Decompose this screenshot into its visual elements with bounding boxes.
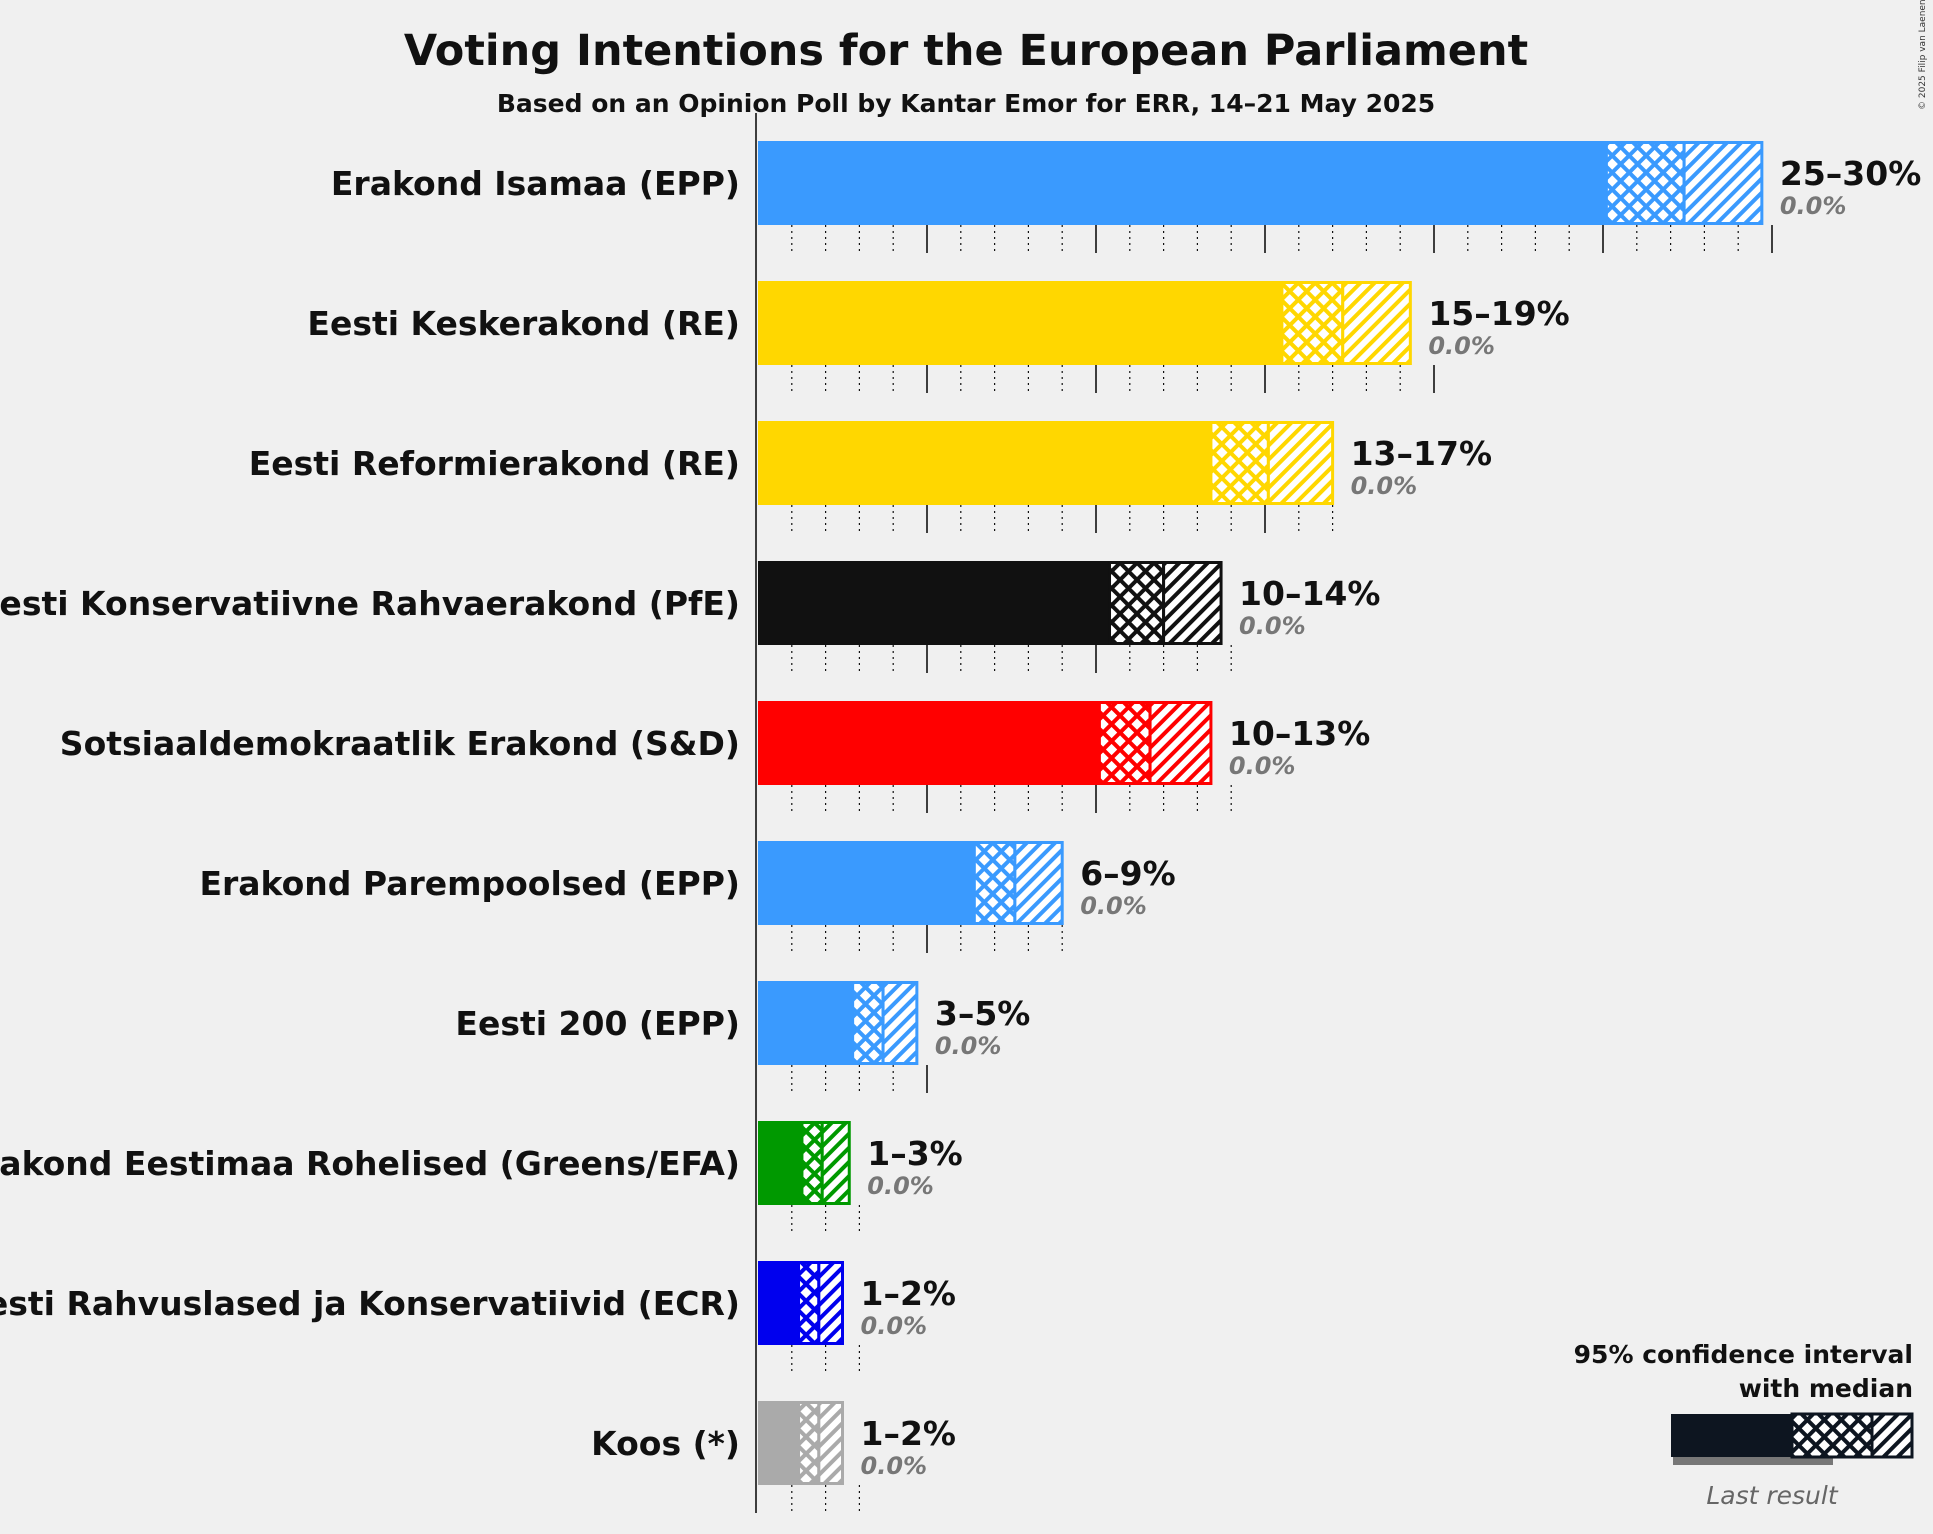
last-result-label: 0.0%: [861, 1312, 928, 1340]
ci-bar-upper: [1341, 281, 1412, 365]
range-label: 3–5%: [935, 994, 1031, 1033]
ci-bar-lower: [1097, 701, 1152, 785]
party-label: Eesti Konservatiivne Rahvaerakond (PfE): [0, 584, 740, 623]
party-row: Eesti Keskerakond (RE) 15–19%0.0%: [307, 253, 1570, 393]
legend-median-label: with median: [1739, 1374, 1913, 1403]
range-label: 13–17%: [1351, 434, 1492, 473]
party-row: Koos (*) 1–2%0.0%: [591, 1373, 956, 1513]
legend-ci-label: 95% confidence interval: [1574, 1340, 1913, 1369]
party-label: Koos (*): [591, 1424, 740, 1463]
party-row: Erakond Parempoolsed (EPP) 6–9%0.0%: [199, 813, 1176, 953]
party-label: Eesti 200 (EPP): [455, 1004, 740, 1043]
legend-ci-crosshatch: [1790, 1412, 1874, 1459]
last-result-label: 0.0%: [1780, 192, 1847, 220]
last-result-label: 0.0%: [1351, 472, 1418, 500]
ci-bar-lower: [1209, 421, 1270, 505]
ci-bar-solid: [758, 281, 1282, 365]
last-result-label: 0.0%: [1428, 332, 1495, 360]
ci-bar-upper: [820, 1121, 851, 1205]
range-label: 1–3%: [867, 1134, 963, 1173]
legend-ci-hatch: [1870, 1412, 1914, 1459]
ci-bar-upper: [817, 1401, 845, 1485]
last-result-label: 0.0%: [1080, 892, 1147, 920]
range-label: 25–30%: [1780, 154, 1921, 193]
last-result-label: 0.0%: [1229, 752, 1296, 780]
ci-bar-lower: [972, 841, 1017, 925]
ci-bar-lower: [1280, 281, 1345, 365]
party-label: Eesti Reformierakond (RE): [249, 444, 740, 483]
party-label: Erakond Parempoolsed (EPP): [199, 864, 740, 903]
ci-bar-solid: [758, 1401, 799, 1485]
ci-bar-upper: [1148, 701, 1213, 785]
last-result-label: 0.0%: [861, 1452, 928, 1480]
ci-bar-solid: [758, 421, 1211, 505]
ci-bar-upper: [817, 1261, 845, 1345]
ci-bar-upper: [1682, 141, 1764, 225]
party-row: Eesti Rahvuslased ja Konservatiivid (ECR…: [0, 1233, 956, 1373]
ci-bar-upper: [1162, 561, 1223, 645]
ci-bar-solid: [758, 561, 1110, 645]
party-row: Erakond Isamaa (EPP) 25–30%0.0%: [331, 113, 1921, 253]
range-label: 15–19%: [1428, 294, 1569, 333]
ci-bar-lower: [851, 981, 885, 1065]
chart-subtitle: Based on an Opinion Poll by Kantar Emor …: [497, 89, 1435, 118]
party-label: Eesti Keskerakond (RE): [307, 304, 740, 343]
last-result-label: 0.0%: [867, 1172, 934, 1200]
ci-bar-solid: [758, 841, 975, 925]
copyright: © 2025 Filip van Laenen: [1918, 0, 1928, 110]
last-result-label: 0.0%: [1239, 612, 1306, 640]
ci-bar-lower: [800, 1121, 824, 1205]
ci-bar-solid: [758, 1261, 799, 1345]
chart-title: Voting Intentions for the European Parli…: [404, 26, 1528, 76]
party-label: Erakond Eestimaa Rohelised (Greens/EFA): [0, 1144, 740, 1183]
legend-ci-solid: [1671, 1414, 1792, 1457]
range-label: 10–13%: [1229, 714, 1370, 753]
party-row: Erakond Eestimaa Rohelised (Greens/EFA) 1…: [0, 1093, 963, 1233]
party-row: Eesti Konservatiivne Rahvaerakond (PfE) 1…: [0, 533, 1380, 673]
party-row: Eesti 200 (EPP) 3–5%0.0%: [455, 953, 1030, 1093]
party-label: Sotsiaaldemokraatlik Erakond (S&D): [60, 724, 740, 763]
ci-bar-lower: [1604, 141, 1686, 225]
party-label: Erakond Isamaa (EPP): [331, 164, 740, 203]
last-result-label: 0.0%: [935, 1032, 1002, 1060]
ci-bar-solid: [758, 981, 853, 1065]
range-label: 1–2%: [861, 1274, 957, 1313]
ci-bar-solid: [758, 701, 1100, 785]
range-label: 1–2%: [861, 1414, 957, 1453]
party-label: Eesti Rahvuslased ja Konservatiivid (ECR…: [0, 1284, 740, 1323]
legend: 95% confidence interval with median Last…: [1574, 1340, 1914, 1510]
party-row: Sotsiaaldemokraatlik Erakond (S&D) 10–13%…: [60, 673, 1370, 813]
ci-bar-upper: [1266, 421, 1335, 505]
legend-last-result-label: Last result: [1706, 1481, 1838, 1510]
party-row: Eesti Reformierakond (RE) 13–17%0.0%: [249, 393, 1492, 533]
plot-area: Erakond Isamaa (EPP) 25–30%0.0%Eesti Kesk…: [0, 113, 1921, 1513]
ci-bar-solid: [758, 1121, 802, 1205]
ci-bar-upper: [1013, 841, 1064, 925]
ci-bar-lower: [797, 1401, 821, 1485]
range-label: 10–14%: [1239, 574, 1380, 613]
ci-bar-solid: [758, 141, 1607, 225]
ci-bar-upper: [881, 981, 919, 1065]
range-label: 6–9%: [1080, 854, 1176, 893]
ci-bar-lower: [1108, 561, 1166, 645]
ci-bar-lower: [797, 1261, 821, 1345]
